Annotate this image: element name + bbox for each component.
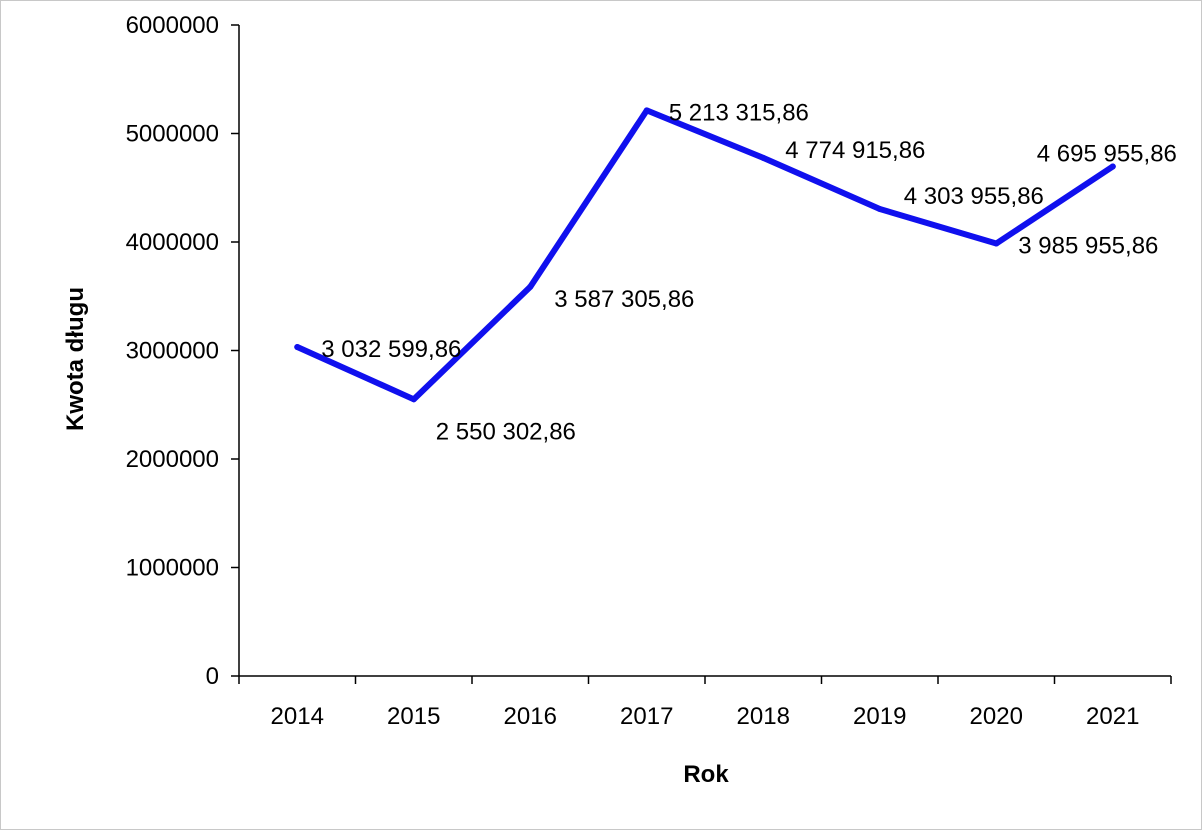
data-point [643, 107, 650, 114]
y-tick-label: 0 [206, 663, 219, 690]
x-tick-label: 2019 [853, 703, 906, 730]
x-tick-label: 2021 [1086, 703, 1139, 730]
data-label: 3 985 955,86 [1018, 233, 1158, 260]
x-tick-label: 2016 [504, 703, 557, 730]
y-tick-label: 6000000 [126, 12, 219, 39]
data-label: 3 587 305,86 [554, 286, 694, 313]
y-tick-label: 2000000 [126, 446, 219, 473]
y-tick-label: 1000000 [126, 555, 219, 582]
data-point [294, 343, 301, 350]
y-tick-label: 4000000 [126, 229, 219, 256]
data-label: 3 032 599,86 [321, 336, 461, 363]
x-tick-label: 2018 [737, 703, 790, 730]
data-point [876, 206, 883, 213]
data-point [993, 240, 1000, 247]
data-label: 2 550 302,86 [436, 418, 576, 445]
x-tick-label: 2014 [271, 703, 324, 730]
x-tick-label: 2015 [387, 703, 440, 730]
x-tick-label: 2020 [970, 703, 1023, 730]
x-axis-title: Rok [683, 761, 729, 788]
data-label: 4 303 955,86 [904, 183, 1044, 210]
data-point [1109, 163, 1116, 170]
y-tick-label: 5000000 [126, 121, 219, 148]
data-point [410, 396, 417, 403]
data-point [527, 283, 534, 290]
y-tick-label: 3000000 [126, 338, 219, 365]
data-point [760, 154, 767, 161]
data-label: 5 213 315,86 [669, 99, 809, 126]
y-axis-title: Kwota długu [62, 287, 89, 431]
data-label: 4 774 915,86 [785, 137, 925, 164]
x-tick-label: 2017 [620, 703, 673, 730]
data-label: 4 695 955,86 [1037, 140, 1177, 167]
series-line [294, 107, 1116, 403]
